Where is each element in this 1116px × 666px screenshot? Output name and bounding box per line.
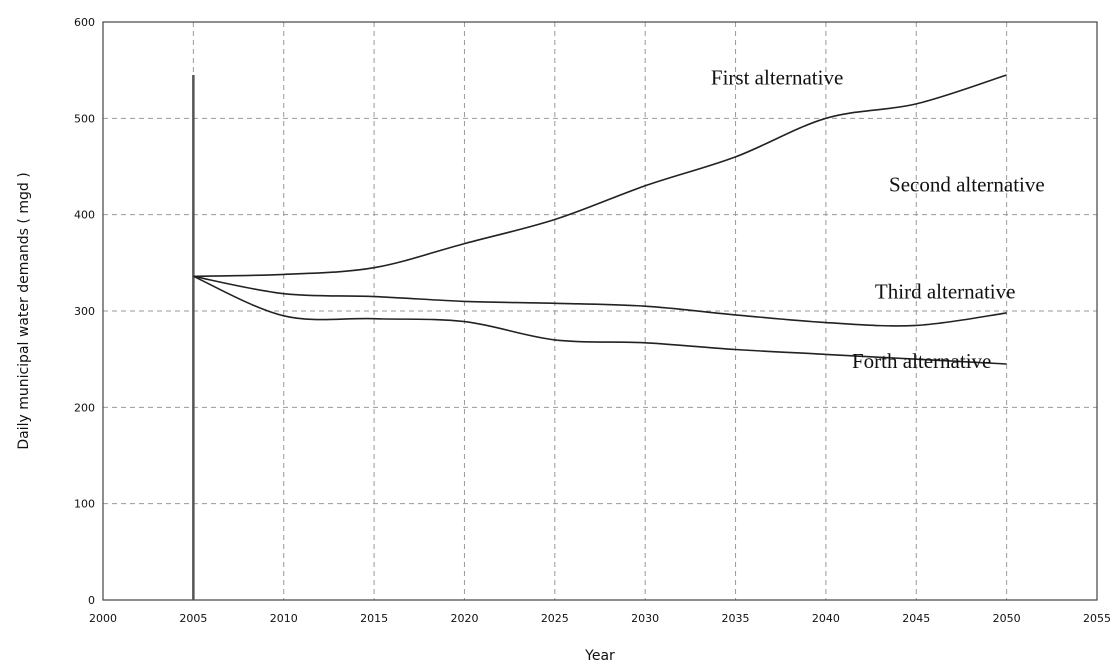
series-annotations: First alternative Second alternative Third…: [711, 66, 1045, 373]
x-tick-label: 2005: [179, 612, 207, 625]
series-lines: [193, 74, 1007, 365]
x-tick-label: 2045: [902, 612, 930, 625]
y-tick-label: 600: [74, 16, 95, 29]
series-annotation: First alternative: [711, 66, 843, 90]
series-line-3: [193, 275, 1007, 365]
x-axis-label: Year: [584, 648, 615, 664]
x-tick-label: 2040: [812, 612, 840, 625]
gridlines: [103, 22, 1097, 600]
x-tick-label: 2020: [450, 612, 478, 625]
y-axis-label: Daily municipal water demands ( mgd ): [16, 172, 32, 449]
x-tick-label: 2030: [631, 612, 659, 625]
series-annotation: Second alternative: [889, 173, 1045, 197]
y-tick-label: 0: [88, 594, 95, 607]
x-tick-label: 2035: [722, 612, 750, 625]
series-line-2: [193, 275, 1007, 327]
series-line-1: [193, 74, 1007, 278]
y-tick-label: 500: [74, 112, 95, 125]
series-annotation: Forth alternative: [852, 349, 991, 373]
y-tick-label: 200: [74, 401, 95, 414]
x-axis-ticks: 2000 2005 2010 2015 2020 2025 2030 2035 2040 2045…: [89, 612, 1111, 625]
x-tick-label: 2055: [1083, 612, 1111, 625]
y-tick-label: 300: [74, 305, 95, 318]
plot-area: [102, 21, 1098, 601]
x-tick-label: 2050: [993, 612, 1021, 625]
y-axis-ticks: 0 100 200 300 400 500 600: [74, 16, 95, 607]
x-tick-label: 2015: [360, 612, 388, 625]
y-tick-label: 400: [74, 209, 95, 222]
y-tick-label: 100: [74, 498, 95, 511]
x-tick-label: 2025: [541, 612, 569, 625]
x-tick-label: 2000: [89, 612, 117, 625]
x-tick-label: 2010: [270, 612, 298, 625]
series-annotation: Third alternative: [875, 279, 1016, 303]
